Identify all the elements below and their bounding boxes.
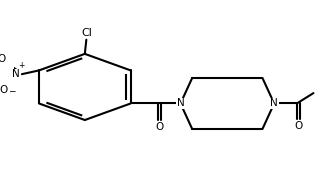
Text: Cl: Cl xyxy=(81,28,92,38)
Text: O: O xyxy=(0,85,8,95)
Text: N: N xyxy=(177,98,184,108)
Text: O: O xyxy=(295,121,303,131)
Text: O: O xyxy=(0,54,6,64)
Text: +: + xyxy=(19,61,25,70)
Text: −: − xyxy=(8,86,15,95)
Text: N: N xyxy=(13,69,20,79)
Text: O: O xyxy=(155,122,164,132)
Text: N: N xyxy=(270,98,278,108)
